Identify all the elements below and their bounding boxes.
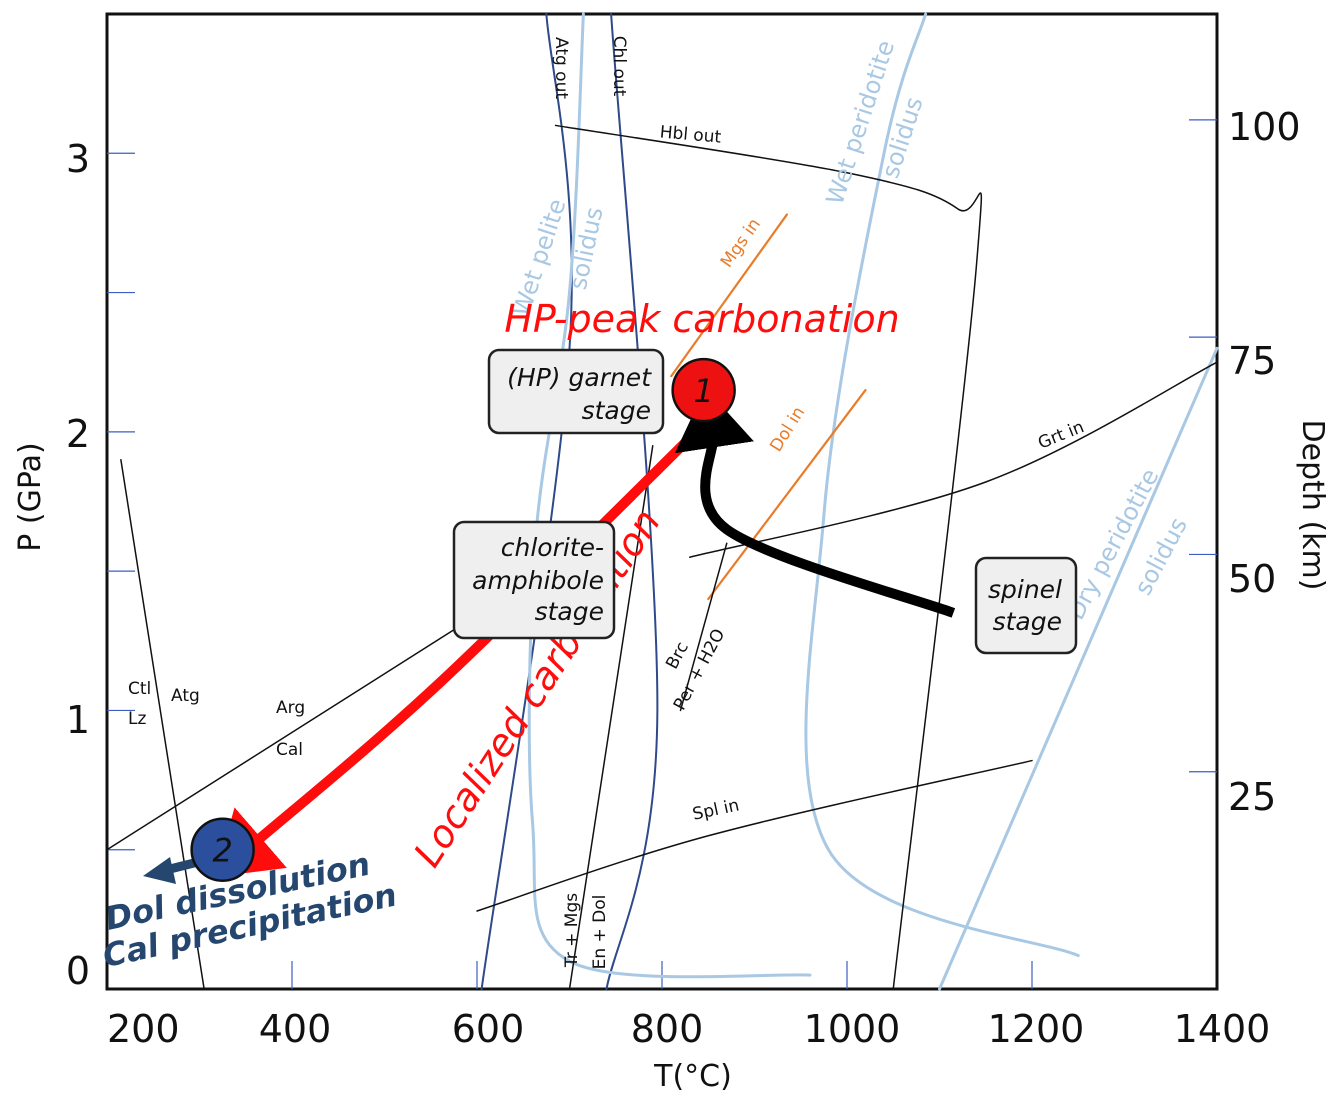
carbonation-paths — [215, 387, 956, 877]
stage-point-2 — [190, 817, 255, 882]
spinel-stage-line1: spinel — [988, 575, 1062, 604]
mgs-in-curve — [670, 213, 788, 378]
chl-out-label: Chl out — [609, 36, 629, 97]
x-tick-label: 400 — [259, 1007, 332, 1051]
plot-frame — [105, 12, 1219, 991]
garnet-stage-line1: (HP) garnet — [507, 363, 652, 392]
depth-tick-labels: 25 50 75 100 — [1228, 105, 1301, 819]
arg-label: Arg — [276, 698, 305, 718]
stage-point-label: 2 — [212, 832, 232, 870]
dol-dissolution-arrow — [143, 857, 200, 884]
spinel-stage-line2: stage — [993, 607, 1062, 636]
spinel-path-arrow — [674, 387, 956, 618]
lz-label: Lz — [128, 709, 146, 729]
garnet-stage-line2: stage — [582, 396, 651, 425]
en-dol-label: En + Dol — [590, 895, 610, 970]
chl-out-curve — [605, 13, 659, 990]
x-tick-label: 600 — [452, 1007, 525, 1051]
spl-in-label: Spl in — [691, 795, 741, 824]
x-tick-label: 1200 — [988, 1007, 1085, 1051]
brc-curve — [679, 542, 728, 712]
ctl-label: Ctl — [128, 679, 151, 699]
depth-tick-label: 25 — [1228, 775, 1276, 819]
depth-tick-label: 50 — [1228, 557, 1276, 601]
wet-peridotite-solidus-label: solidus — [876, 94, 928, 182]
wet-pelite-curve — [527, 12, 812, 979]
axis-ticks — [107, 119, 1217, 989]
y-tick-label: 0 — [66, 949, 90, 993]
x-tick-label: 800 — [631, 1007, 704, 1051]
tr-mgs-label: Tr + Mgs — [562, 893, 582, 968]
spl-in-curve — [476, 759, 1033, 912]
arg-cal-curve — [106, 626, 460, 851]
hbl-out-label: Hbl out — [659, 122, 722, 147]
chlorite-stage-box: chlorite- amphibole stage — [452, 520, 616, 640]
chlorite-stage-line2: amphibole — [472, 566, 604, 595]
y-tick-label: 2 — [66, 412, 90, 456]
y-tick-labels: 0 1 2 3 — [66, 137, 90, 993]
chlorite-stage-line1: chlorite- — [501, 533, 604, 562]
y-tick-label: 3 — [66, 137, 90, 181]
hp-peak-carbonation-label: HP-peak carbonation — [504, 297, 899, 341]
y-axis-title: P (GPa) — [13, 442, 48, 551]
x-tick-labels: 200 400 600 800 1000 1200 1400 — [107, 1007, 1270, 1051]
x-tick-label: 1000 — [804, 1007, 901, 1051]
atg-out-label: Atg out — [551, 37, 571, 99]
depth-tick-label: 75 — [1228, 339, 1276, 383]
stage-points: 12 — [190, 357, 736, 882]
y-tick-label: 1 — [66, 698, 90, 742]
dol-in-label: Dol in — [766, 403, 809, 455]
localized-carbonation-arrow — [215, 422, 706, 877]
x-tick-label: 200 — [107, 1007, 180, 1051]
x-axis-title: T(°C) — [653, 1059, 732, 1094]
cal-label: Cal — [276, 740, 303, 760]
spinel-stage-box: spinel stage — [974, 556, 1078, 655]
depth-axis-title: Depth (km) — [1295, 420, 1330, 591]
dol-in-curve — [707, 388, 867, 601]
depth-tick-label: 100 — [1228, 105, 1301, 149]
garnet-stage-box: (HP) garnet stage — [487, 348, 665, 435]
atg-out-curve — [480, 13, 573, 990]
stage-point-1 — [671, 357, 736, 423]
grt-in-curve — [689, 361, 1218, 558]
x-tick-label: 1400 — [1174, 1007, 1271, 1051]
stage-point-label: 1 — [693, 372, 713, 410]
atg-label: Atg — [171, 686, 200, 706]
tr-mgs-curve — [568, 445, 654, 990]
chlorite-stage-line3: stage — [535, 597, 604, 626]
hbl-out-curve — [554, 124, 983, 990]
phase-curves — [106, 12, 1219, 991]
mgs-in-label: Mgs in — [717, 215, 765, 272]
ctl-atg-curve — [120, 458, 205, 990]
dry-peridotite-curve — [938, 346, 1219, 991]
